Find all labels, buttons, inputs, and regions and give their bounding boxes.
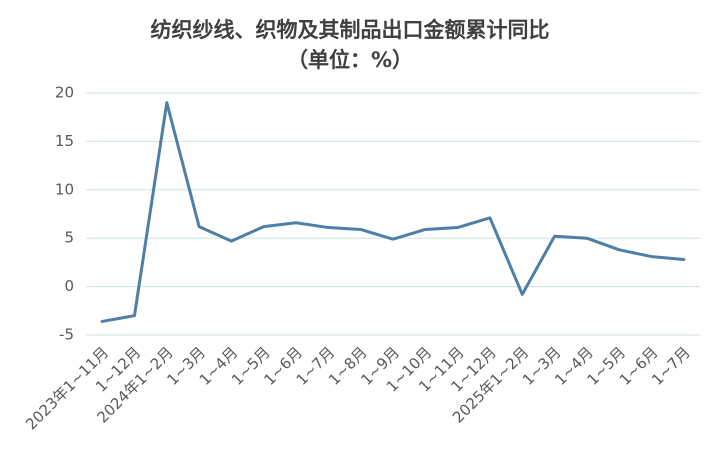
chart-subtitle: （单位：%） [287, 48, 413, 72]
y-tick-label: 5 [64, 229, 74, 247]
line [100, 101, 686, 323]
chart-title: 纺织纱线、织物及其制品出口金额累计同比 [151, 18, 550, 42]
y-tick-label: -5 [59, 326, 74, 344]
y-tick-label: 20 [55, 84, 74, 102]
y-tick-label: 0 [64, 277, 74, 295]
y-tick-label: 15 [55, 132, 74, 150]
y-tick-label: 10 [55, 180, 74, 198]
